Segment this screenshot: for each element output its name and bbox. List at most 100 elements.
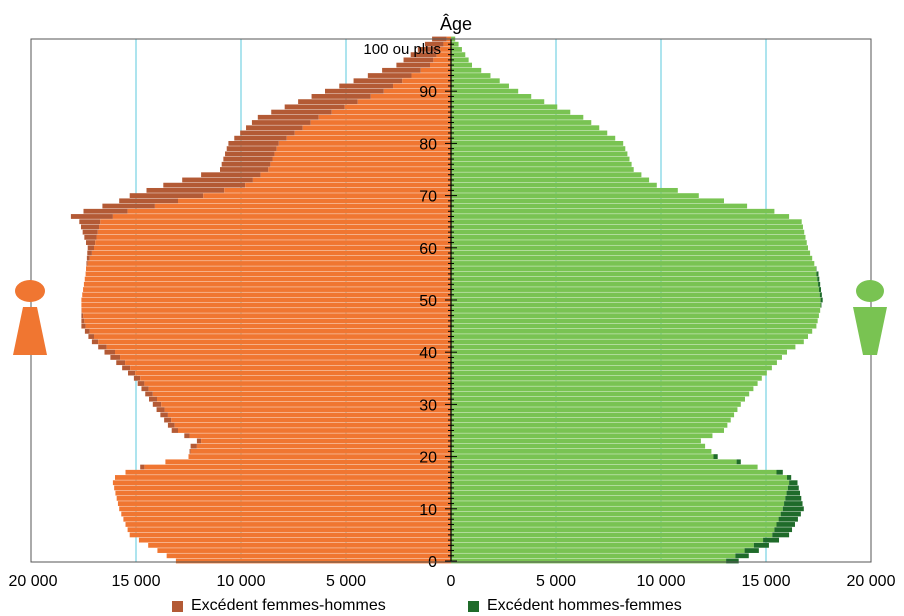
bar-men	[451, 245, 808, 251]
bar-women	[85, 271, 451, 277]
bar-men-excess	[780, 511, 801, 517]
bar-women-excess	[81, 318, 85, 324]
bar-men	[451, 177, 650, 183]
x-tick-label: 0	[447, 573, 456, 590]
bar-men-excess	[744, 548, 759, 553]
bar-men	[451, 130, 608, 136]
bar-women	[252, 177, 451, 183]
legend-label-women-excess: Excédent femmes-hommes	[191, 597, 386, 614]
bar-women	[130, 365, 451, 371]
bar-women	[203, 193, 451, 198]
bar-men	[451, 454, 714, 459]
bar-men	[451, 297, 821, 303]
bar-women	[157, 548, 452, 553]
bar-women	[121, 511, 452, 517]
bar-men	[451, 208, 775, 214]
bar-men	[451, 78, 500, 84]
bar-women	[81, 308, 451, 313]
bar-men	[451, 537, 764, 543]
axis: 0 10 20 30 40 50 60 70 80 90 20 000 15 000 10 000 5 0…	[9, 38, 896, 590]
bar-men	[451, 495, 786, 501]
bar-women	[148, 542, 451, 548]
bar-women-excess	[228, 141, 279, 146]
bar-men	[451, 109, 571, 115]
bar-women-excess	[133, 375, 141, 381]
bar-women-excess	[167, 422, 175, 428]
bar-men	[451, 41, 459, 47]
bar-men	[451, 99, 545, 105]
bar-women-excess	[110, 355, 121, 360]
bar-men	[451, 135, 616, 141]
x-tick-label: 20 000	[9, 573, 58, 590]
bar-men	[451, 443, 706, 449]
bar-women-excess	[98, 344, 107, 350]
bar-women-excess	[160, 412, 168, 418]
bar-women-excess	[353, 78, 403, 84]
bar-men	[451, 255, 813, 261]
bar-women-excess	[196, 438, 202, 444]
bar-women-excess	[284, 104, 345, 110]
bar-women	[294, 130, 451, 136]
bar-men	[451, 182, 657, 188]
bar-women-excess	[152, 402, 162, 407]
bar-men	[451, 125, 600, 131]
bar-men-excess	[753, 542, 769, 548]
bar-women	[94, 245, 451, 251]
bar-women	[357, 99, 451, 105]
man-icon	[853, 280, 887, 355]
bar-men	[451, 365, 772, 371]
bar-women	[117, 501, 451, 506]
bar-men	[451, 62, 472, 68]
x-tick-label: 15 000	[742, 573, 791, 590]
bar-women-excess	[325, 88, 384, 94]
bar-men	[451, 375, 762, 381]
bar-women-excess	[163, 182, 246, 188]
age-tick-label: 70	[419, 189, 437, 206]
bar-women-excess	[104, 349, 115, 355]
bar-men	[451, 417, 731, 423]
bar-women	[152, 391, 452, 397]
bar-women	[166, 553, 451, 559]
bar-women	[165, 459, 451, 465]
bar-men-excess	[784, 501, 803, 506]
bar-women	[119, 506, 451, 512]
bar-women	[436, 52, 451, 58]
bar-men	[451, 516, 779, 522]
bar-women	[167, 412, 452, 418]
bar-women	[97, 229, 451, 235]
bar-men	[451, 281, 819, 287]
bar-men	[451, 292, 820, 298]
bar-women	[175, 558, 451, 564]
age-tick-label: 90	[419, 84, 437, 101]
bar-men-excess	[763, 537, 780, 543]
bar-men	[451, 214, 790, 219]
bar-women	[174, 422, 451, 428]
bar-women-excess	[86, 261, 88, 266]
bar-men	[451, 318, 818, 324]
bar-men	[451, 433, 713, 439]
bar-women	[161, 402, 451, 407]
bar-women	[86, 266, 452, 272]
bar-women-excess	[226, 146, 277, 152]
bar-women	[402, 78, 451, 84]
bar-women	[140, 375, 451, 381]
bar-men-excess	[787, 485, 799, 491]
bar-men	[451, 402, 741, 407]
bar-men	[451, 94, 532, 99]
bar-women	[189, 433, 452, 439]
bar-women	[302, 125, 451, 131]
bar-men	[451, 73, 491, 78]
bar-women-excess	[84, 234, 97, 240]
bar-men-excess	[817, 276, 820, 282]
bar-men	[451, 229, 805, 235]
bar-men	[451, 234, 806, 240]
bar-men	[451, 464, 758, 470]
bar-women-excess	[80, 224, 100, 230]
x-tick-label: 20 000	[847, 573, 896, 590]
top-age-label: 100 ou plus	[363, 41, 441, 58]
bar-women	[318, 114, 451, 120]
bar-women-excess	[83, 208, 128, 214]
bar-men-excess	[772, 532, 790, 538]
bar-men	[451, 161, 632, 167]
